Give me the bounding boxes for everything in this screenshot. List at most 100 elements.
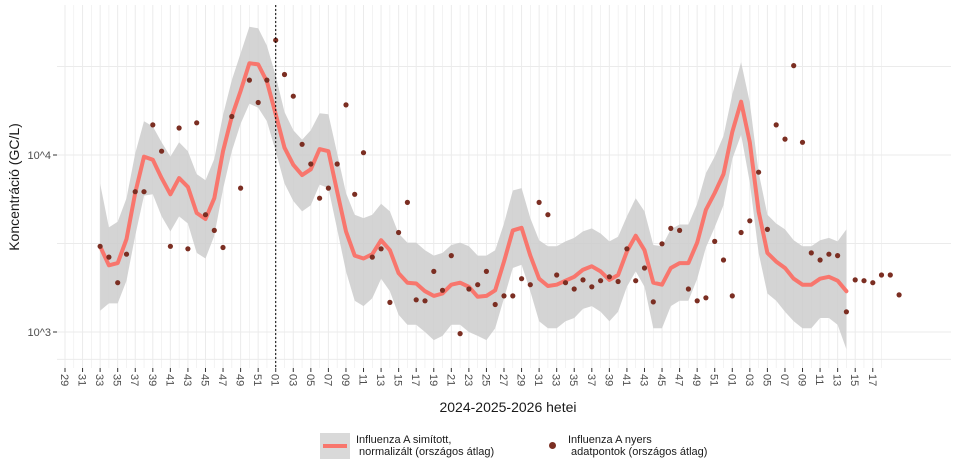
x-axis-title: 2024-2025-2026 hetei	[439, 399, 576, 415]
data-point	[738, 229, 744, 236]
data-point	[501, 293, 507, 299]
x-tick-label: 13	[831, 374, 843, 386]
data-point	[281, 71, 288, 78]
x-tick-label: 17	[866, 374, 878, 386]
x-tick-label: 07	[778, 374, 790, 386]
x-tick-label: 03	[743, 374, 755, 386]
data-point	[624, 246, 630, 252]
data-point	[835, 253, 841, 259]
data-point	[510, 293, 516, 299]
data-point	[615, 278, 621, 285]
data-point	[773, 122, 779, 128]
data-point	[703, 295, 709, 301]
x-tick-label: 27	[497, 374, 509, 386]
data-point	[580, 277, 586, 283]
x-tick-label: 03	[286, 374, 298, 386]
x-tick-label: 33	[93, 374, 105, 386]
data-point	[852, 277, 858, 283]
x-tick-label: 49	[234, 374, 246, 386]
data-point	[878, 272, 885, 278]
data-point	[545, 212, 551, 218]
data-point	[677, 227, 683, 233]
data-point	[712, 238, 718, 244]
data-point	[519, 276, 525, 282]
data-point	[150, 122, 156, 128]
data-point	[264, 77, 270, 83]
x-tick-label: 15	[392, 374, 404, 386]
data-point	[457, 331, 463, 337]
data-point	[606, 274, 613, 280]
data-point	[492, 301, 498, 308]
data-point	[308, 161, 314, 167]
data-point	[422, 298, 428, 304]
data-point	[641, 265, 648, 271]
x-tick-label: 23	[462, 374, 474, 386]
x-tick-label: 45	[199, 374, 211, 386]
data-point	[97, 243, 103, 249]
data-point	[633, 278, 639, 284]
x-tick-label: 11	[813, 374, 825, 385]
x-tick-label: 01	[725, 374, 737, 386]
data-point	[317, 195, 323, 201]
data-point	[404, 199, 410, 205]
data-point	[483, 268, 489, 274]
x-tick-label: 47	[673, 374, 685, 386]
data-point	[387, 299, 393, 305]
x-tick-label: 01	[269, 374, 281, 386]
legend-line-swatch	[323, 444, 347, 448]
x-tick-label: 51	[251, 374, 263, 386]
x-tick-label: 11	[357, 374, 369, 385]
data-point	[246, 77, 252, 83]
data-point	[782, 136, 788, 142]
data-point	[650, 299, 656, 305]
x-tick-label: 15	[848, 374, 860, 386]
data-point	[360, 150, 367, 156]
x-tick-label: 41	[163, 374, 175, 386]
data-point	[352, 191, 358, 197]
data-point	[694, 298, 700, 304]
data-point	[808, 250, 814, 256]
x-tick-label: 09	[796, 374, 808, 386]
x-tick-label: 35	[567, 374, 579, 386]
data-point	[334, 161, 340, 167]
x-tick-label: 43	[181, 374, 193, 386]
data-point	[290, 93, 296, 99]
x-tick-label: 07	[321, 374, 333, 386]
data-point	[238, 185, 244, 191]
x-tick-label: 05	[760, 374, 772, 386]
data-point	[106, 254, 112, 260]
data-point	[343, 102, 349, 108]
data-point	[176, 125, 182, 131]
data-point	[799, 139, 806, 145]
y-axis-ticks: 10^3 10^4	[27, 150, 57, 339]
data-point	[791, 63, 797, 69]
data-point	[527, 282, 533, 288]
data-point	[659, 241, 665, 247]
x-tick-label: 33	[550, 374, 562, 386]
data-point	[826, 251, 832, 257]
x-tick-label: 25	[479, 374, 491, 386]
data-point	[720, 257, 727, 263]
x-tick-label: 43	[638, 374, 650, 386]
x-tick-label: 37	[128, 374, 140, 386]
legend-point-swatch	[549, 442, 556, 449]
x-tick-label: 29	[58, 374, 70, 386]
data-point	[843, 309, 850, 315]
data-point	[255, 99, 261, 106]
data-point	[554, 272, 560, 278]
x-tick-label: 51	[708, 374, 720, 386]
data-point	[870, 280, 876, 286]
data-point	[167, 243, 173, 249]
legend-key-smoothed	[320, 433, 350, 459]
smoothed-series-line	[98, 61, 849, 299]
x-tick-label: 31	[532, 374, 544, 386]
data-point	[220, 244, 226, 251]
x-tick-label: 19	[427, 374, 439, 386]
data-point	[299, 141, 305, 147]
data-point	[229, 113, 235, 120]
data-point	[756, 169, 762, 175]
data-point	[202, 212, 209, 218]
data-point	[685, 286, 692, 292]
x-tick-label: 09	[339, 374, 351, 386]
